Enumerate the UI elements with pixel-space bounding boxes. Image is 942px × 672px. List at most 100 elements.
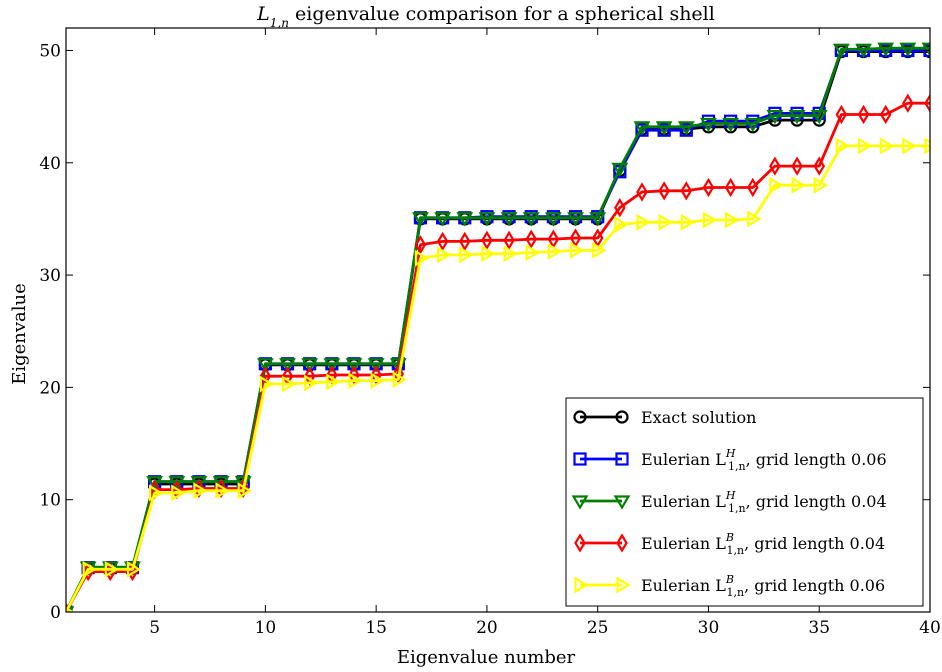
legend-label: Exact solution [641, 408, 756, 427]
data-point [680, 213, 695, 231]
legend-marker [574, 533, 586, 553]
data-point [747, 210, 762, 228]
data-point [832, 43, 850, 59]
data-point [614, 216, 629, 233]
legend-marker [613, 495, 631, 510]
data-point [902, 137, 917, 155]
data-point [658, 213, 673, 231]
chart-title: L1,n eigenvalue comparison for a spheric… [256, 3, 715, 30]
data-point [126, 560, 142, 578]
data-point [636, 213, 651, 231]
data-point [899, 42, 917, 57]
data-point [503, 230, 515, 250]
data-point [611, 162, 629, 178]
data-point [171, 484, 186, 502]
data-point [348, 372, 363, 390]
legend-label: Eulerian LB 1,n, grid length 0.04 [641, 531, 885, 557]
y-tick-label: 30 [39, 266, 61, 286]
data-point [810, 109, 828, 125]
series-4 [66, 137, 930, 612]
plot-area: 5 10 15 20 25 30 35 40 0 10 20 30 40 50 Exact solution… [39, 27, 941, 638]
data-point [456, 212, 474, 227]
data-point [702, 211, 718, 229]
data-point [436, 231, 449, 252]
data-point [857, 137, 873, 155]
data-point [234, 476, 252, 491]
data-point [279, 358, 296, 373]
series-line [66, 101, 930, 612]
plot-frame [65, 27, 931, 613]
x-tick-label: 40 [919, 618, 941, 638]
legend-marker [616, 576, 631, 594]
data-point [635, 123, 649, 137]
legend-marker [616, 533, 628, 553]
x-tick-label: 5 [149, 618, 160, 638]
data-point [392, 371, 407, 388]
data-point [658, 181, 670, 201]
data-point [215, 482, 230, 500]
legend-marker [615, 410, 629, 424]
x-tick-label: 30 [698, 618, 720, 638]
x-tick-label: 20 [476, 618, 498, 638]
y-axis-label: Eigenvalue [9, 283, 30, 385]
data-point [522, 212, 540, 227]
legend-label: Eulerian LH 1,n, grid length 0.06 [641, 447, 887, 473]
data-point [791, 156, 803, 176]
legend-item-0: Exact solution [573, 408, 756, 427]
data-point [500, 212, 518, 227]
data-point [835, 137, 851, 155]
data-point [237, 482, 252, 500]
data-point [769, 176, 784, 194]
data-point [835, 104, 848, 125]
legend-marker [571, 495, 589, 510]
data-point [149, 484, 164, 502]
data-point [724, 177, 737, 198]
data-point [437, 246, 452, 264]
data-point [877, 42, 895, 57]
data-point [788, 109, 806, 125]
data-point [879, 104, 892, 125]
data-point [281, 375, 297, 393]
legend-marker [615, 452, 629, 466]
legend-label: Eulerian LB 1,n, grid length 0.06 [641, 573, 885, 599]
data-point [412, 212, 429, 227]
data-point [367, 358, 385, 373]
data-point [569, 241, 585, 259]
data-point [677, 121, 695, 136]
data-point [614, 198, 626, 218]
data-point [146, 476, 164, 491]
data-point [458, 231, 471, 252]
data-point [414, 235, 427, 255]
legend-marker [573, 452, 587, 466]
data-point [902, 93, 914, 113]
data-point [190, 476, 208, 491]
data-point [104, 560, 119, 578]
data-point [813, 176, 828, 194]
data-point [525, 244, 540, 262]
data-point [657, 123, 671, 137]
data-point [855, 43, 872, 59]
legend: Exact solution Eulerian LH 1,n, grid lengt… [565, 397, 924, 607]
data-point [791, 176, 806, 194]
legend-label: Eulerian LH 1,n, grid length 0.04 [641, 489, 887, 515]
data-point [766, 109, 784, 125]
data-point [392, 364, 405, 384]
legend-marker [573, 410, 587, 424]
x-tick-label: 10 [255, 618, 277, 638]
y-tick-label: 50 [39, 41, 61, 61]
data-point [655, 121, 673, 136]
data-point [592, 241, 607, 259]
data-point [481, 245, 496, 263]
data-point [700, 117, 717, 133]
data-point [636, 182, 648, 202]
data-point [744, 117, 762, 133]
data-point [725, 211, 740, 229]
data-point [301, 358, 319, 373]
data-point [345, 358, 363, 373]
data-point [880, 137, 895, 155]
y-tick-label: 40 [39, 154, 61, 174]
data-point [414, 249, 430, 267]
y-tick-label: 0 [50, 603, 61, 623]
